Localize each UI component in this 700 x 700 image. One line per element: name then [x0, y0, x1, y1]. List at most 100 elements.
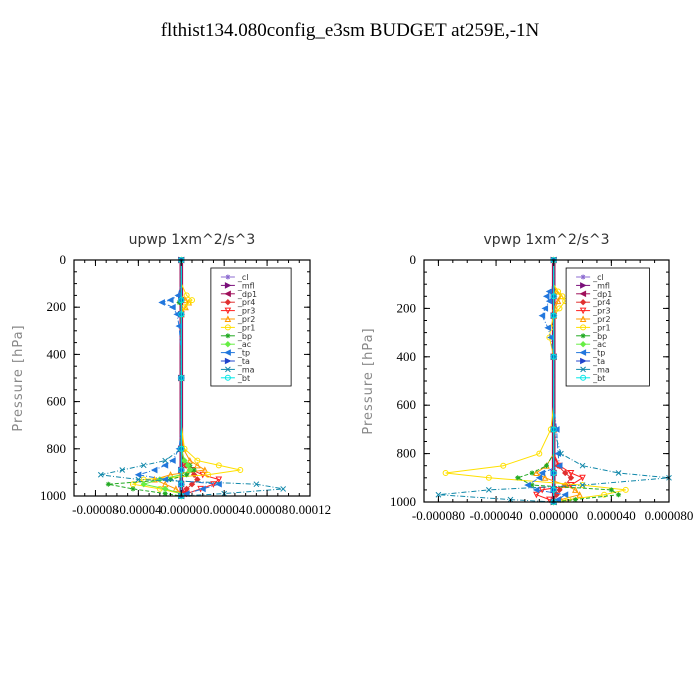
legend-marker-cl — [225, 274, 231, 280]
point-tp — [542, 292, 550, 300]
point-bp — [191, 467, 197, 473]
point-pr2 — [533, 469, 540, 476]
point-bp — [515, 475, 521, 481]
legend-label-pr4: _pr4 — [237, 298, 255, 307]
series-group — [97, 256, 287, 500]
point-ma — [485, 487, 492, 493]
x-tick-label: -0.00008 — [72, 502, 119, 517]
point-ma — [135, 476, 142, 483]
legend-marker-mfl — [580, 282, 587, 289]
point-tp — [554, 496, 562, 503]
point-ma — [162, 457, 169, 464]
point-pr1 — [183, 292, 190, 299]
point-pr1 — [215, 462, 222, 469]
x-tick-label: 0.000040 — [587, 508, 636, 523]
x-tick-label: -0.000080 — [412, 508, 465, 523]
legend-marker-tp — [579, 349, 587, 356]
y-tick-label: 200 — [397, 300, 417, 315]
point-ma — [280, 486, 287, 492]
point-pr2 — [572, 486, 579, 493]
x-tick-label: 0.000000 — [529, 508, 578, 523]
point-tp — [538, 312, 546, 319]
point-ma — [558, 450, 564, 457]
point-bp — [184, 472, 190, 478]
y-axis-label: Pressure [hPa] — [361, 327, 376, 434]
point-bt — [178, 311, 185, 318]
point-tp — [547, 334, 554, 341]
y-tick-label: 0 — [60, 252, 67, 267]
point-tp — [169, 457, 176, 464]
point-tp — [535, 474, 543, 482]
point-pr1 — [194, 457, 201, 464]
x-tick-label: 0.00008 — [246, 502, 288, 517]
legend-marker-pr1 — [224, 324, 231, 331]
point-tp — [524, 481, 531, 489]
legend-label-ac: _ac — [592, 340, 606, 349]
legend-label-pr2: _pr2 — [237, 315, 255, 324]
legend-label-cl: _cl — [592, 273, 604, 282]
point-pr3 — [567, 469, 575, 477]
x-tick-label: -0.000040 — [470, 508, 523, 523]
y-tick-label: 1000 — [40, 488, 66, 503]
y-tick-label: 400 — [47, 346, 67, 361]
point-pr1 — [485, 474, 492, 481]
point-tp — [532, 486, 540, 494]
x-tick-label: 0.00004 — [203, 502, 246, 517]
point-ac — [140, 480, 147, 488]
series-line-bp — [108, 260, 195, 497]
legend-label-pr1: _pr1 — [237, 323, 255, 332]
legend-label-tp: _tp — [237, 349, 250, 358]
point-tp — [555, 462, 563, 470]
legend-marker-pr1 — [580, 324, 587, 331]
point-bp — [572, 497, 578, 503]
legend-marker-ma — [580, 366, 586, 373]
x-tick-label: 0.00012 — [289, 502, 331, 517]
legend-label-dp1: _dp1 — [237, 290, 257, 299]
legend: _cl_mfl_dp1_pr4_pr3_pr2_pr1_bp_ac_tp_ta_… — [210, 267, 292, 387]
legend-marker-tp — [224, 349, 231, 356]
point-bp — [130, 486, 136, 492]
legend-marker-pr3 — [579, 307, 587, 315]
legend-label-bt: _bt — [237, 374, 250, 383]
point-pr3 — [215, 476, 223, 484]
legend-label-bt: _bt — [592, 374, 605, 383]
legend-marker-pr4 — [579, 298, 587, 306]
legend-marker-dp1 — [579, 290, 587, 298]
chart-upwp: upwp 1xm^2/s^3 Pressure [hPa] -0.00008-0.0… — [11, 232, 331, 517]
legend-marker-mfl — [224, 282, 232, 289]
point-tp — [174, 292, 182, 299]
legend: _cl_mfl_dp1_pr4_pr3_pr2_pr1_bp_ac_tp_ta_… — [565, 267, 650, 387]
point-bt — [178, 375, 185, 381]
y-tick-label: 0 — [410, 252, 417, 267]
legend-label-ma: _ma — [237, 365, 255, 374]
point-tp — [561, 491, 569, 499]
legend-marker-pr2 — [224, 315, 232, 322]
point-pr3 — [546, 496, 553, 504]
x-tick-label: 0.00000 — [160, 502, 202, 517]
page-title: flthist134.080config_e3sm BUDGET at259E,… — [160, 20, 540, 41]
legend-marker-pr4 — [224, 298, 232, 306]
chart-title: vpwp 1xm^2/s^3 — [483, 232, 609, 248]
legend-marker-bt — [580, 374, 587, 381]
y-tick-label: 600 — [397, 397, 417, 412]
point-bp — [529, 482, 535, 488]
chart-title: upwp 1xm^2/s^3 — [129, 232, 256, 248]
y-tick-label: 800 — [47, 441, 67, 456]
point-pr1 — [181, 304, 188, 311]
point-bp — [105, 481, 111, 487]
point-bt — [550, 426, 557, 433]
point-pr4 — [556, 486, 563, 494]
point-pr1 — [559, 293, 566, 300]
legend-label-mfl: _mfl — [237, 281, 255, 290]
legend-label-ta: _ta — [237, 357, 250, 366]
legend-label-bp: _bp — [592, 332, 607, 341]
chart-vpwp: vpwp 1xm^2/s^3 Pressure [hPa] -0.000080 -0.… — [361, 232, 693, 523]
legend-label-pr4: _pr4 — [592, 298, 610, 307]
point-bt — [550, 293, 557, 300]
point-tp — [166, 296, 174, 304]
x-tick-label: -0.00004 — [115, 502, 162, 517]
legend-label-cl: _cl — [237, 273, 249, 282]
point-tp — [150, 466, 158, 474]
legend-marker-ac — [224, 340, 232, 348]
